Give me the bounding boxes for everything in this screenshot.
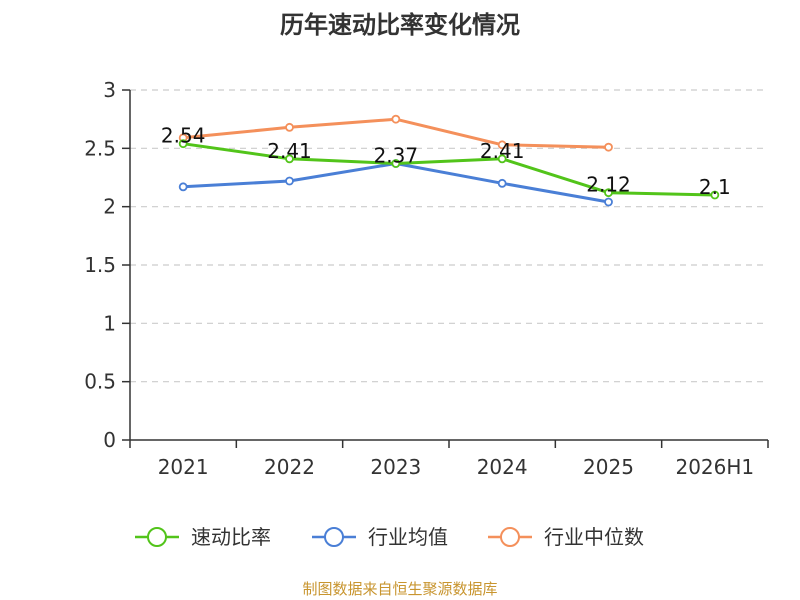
legend-label: 行业中位数 <box>544 525 644 549</box>
legend-item[interactable]: 行业中位数 <box>488 525 644 549</box>
data-label: 2.1 <box>699 175 731 199</box>
x-tick-label: 2025 <box>583 455 634 479</box>
series-point <box>497 140 507 150</box>
series-point <box>604 188 613 198</box>
legend-label: 行业均值 <box>368 525 448 549</box>
x-tick-label: 2024 <box>477 455 528 479</box>
legend[interactable]: 速动比率 行业均值 行业中位数 <box>135 525 644 549</box>
legend-item[interactable]: 行业均值 <box>312 525 448 549</box>
series-point <box>285 176 294 186</box>
series-point <box>710 190 720 200</box>
series-point <box>178 139 188 149</box>
series-line <box>182 142 715 197</box>
data-label: 2.41 <box>480 139 525 163</box>
x-axis-ticks: 2021 2022 2023 2024 2025 2026H1 <box>129 440 769 479</box>
x-tick-label: 2022 <box>264 455 315 479</box>
series-point <box>285 122 294 132</box>
series-point <box>497 154 507 164</box>
y-tick-label: 1 <box>103 311 116 335</box>
series-point <box>178 182 188 192</box>
y-tick-label: 2 <box>103 195 116 219</box>
series-0 <box>178 139 720 200</box>
data-label: 2.41 <box>267 139 312 163</box>
x-tick-label: 2021 <box>158 455 209 479</box>
data-labels: 2.54 2.41 2.37 2.41 2.12 2.1 <box>161 124 731 199</box>
x-tick-label: 2023 <box>370 455 421 479</box>
source-note: 制图数据来自恒生聚源数据库 <box>302 580 497 598</box>
legend-label: 速动比率 <box>191 525 271 549</box>
y-tick-label: 3 <box>103 78 116 102</box>
series-point <box>391 159 401 168</box>
legend-marker-icon <box>500 527 520 547</box>
x-tick-label: 2026H1 <box>675 455 754 479</box>
series-point <box>391 114 401 124</box>
legend-marker-icon <box>324 527 344 547</box>
y-tick-label: 0 <box>103 428 116 452</box>
series-layer <box>178 114 720 207</box>
series-point <box>497 178 507 188</box>
data-label: 2.37 <box>374 144 419 168</box>
series-point <box>285 154 294 164</box>
series-point <box>604 197 613 207</box>
legend-marker-icon <box>147 527 167 547</box>
chart-title: 历年速动比率变化情况 <box>280 11 520 39</box>
series-line <box>183 162 609 204</box>
data-label: 2.54 <box>161 124 206 148</box>
legend-item[interactable]: 速动比率 <box>135 525 271 549</box>
y-tick-label: 2.5 <box>84 136 116 160</box>
y-tick-label: 1.5 <box>84 253 116 277</box>
series-2 <box>178 114 613 152</box>
grid-lines <box>130 89 768 383</box>
data-label: 2.12 <box>586 173 631 197</box>
y-axis-ticks: 0 0.5 1 1.5 2 2.5 3 <box>84 78 130 452</box>
y-tick-label: 0.5 <box>84 370 116 394</box>
series-point <box>604 142 613 152</box>
